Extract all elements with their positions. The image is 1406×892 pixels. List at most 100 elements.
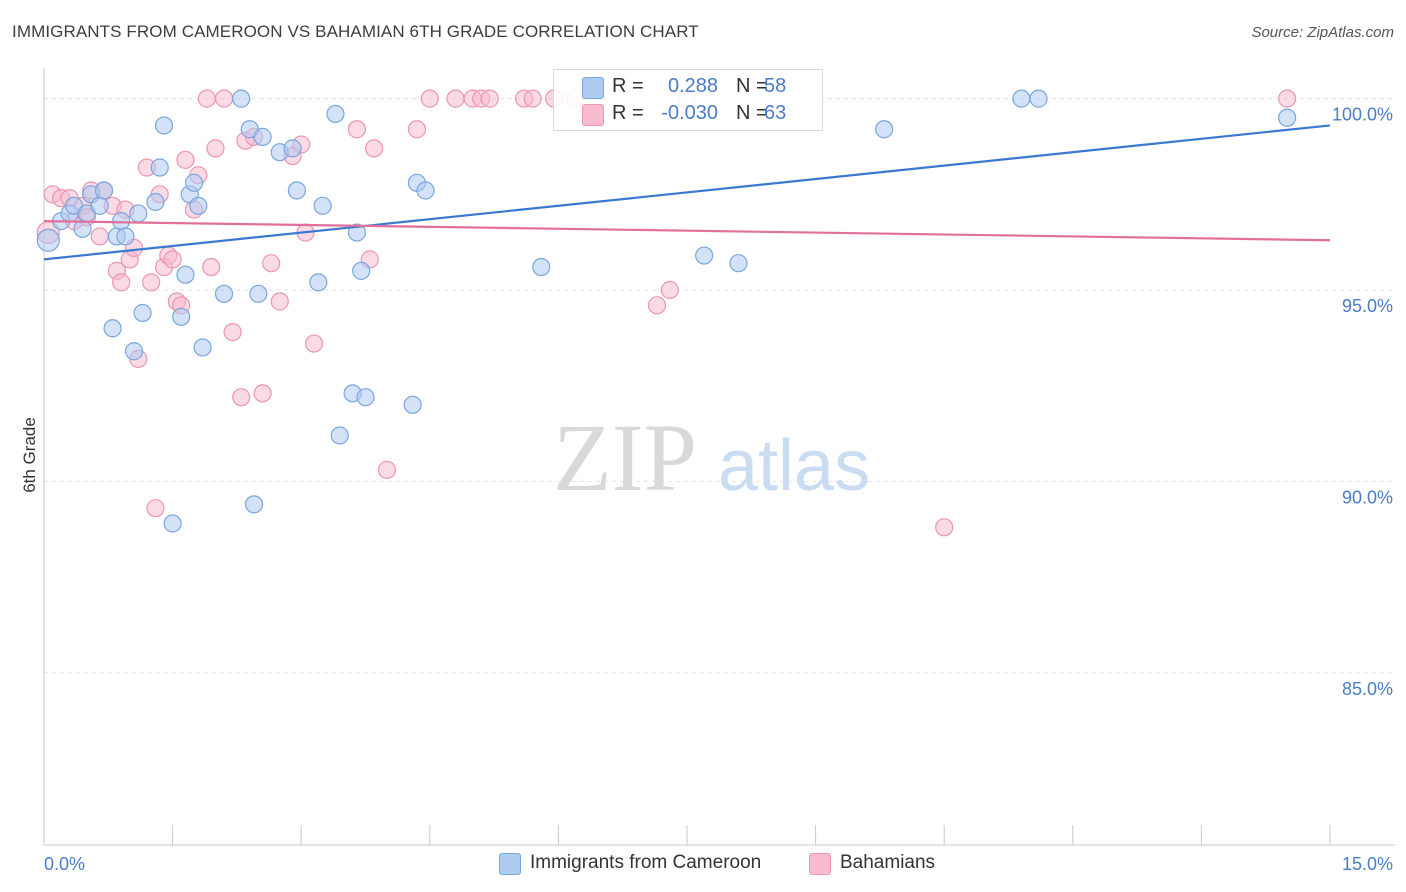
cameroon-point: [330, 426, 349, 445]
bahamians-point: [202, 257, 221, 277]
watermark-atlas: atlas: [718, 426, 870, 506]
cameroon-point: [124, 342, 144, 361]
cameroon-point: [154, 116, 174, 135]
cameroon-point: [163, 514, 182, 533]
bahamians-point: [480, 89, 499, 108]
source-label: Source: ZipAtlas.com: [1251, 24, 1394, 41]
bahamians-point: [407, 120, 427, 139]
y-axis-title: 6th Grade: [20, 417, 39, 493]
bahamians-point: [232, 388, 251, 407]
bahamians-point: [304, 334, 324, 353]
legend-n-label: N =: [736, 102, 768, 124]
cameroon-point: [695, 246, 714, 265]
bahamians-point: [446, 89, 465, 108]
y-tick-label: 100.0%: [1332, 105, 1393, 125]
bahamians-point: [197, 89, 216, 108]
series-swatch-bahamians: [809, 853, 831, 875]
cameroon-point: [729, 254, 748, 273]
y-tick-label: 95.0%: [1342, 296, 1393, 316]
chart-title: IMMIGRANTS FROM CAMEROON VS BAHAMIAN 6TH…: [12, 22, 699, 41]
cameroon-point: [146, 192, 165, 212]
cameroon-point: [1029, 89, 1048, 108]
cameroon-point: [133, 303, 152, 323]
tick-labels: 100.0% 95.0% 90.0% 85.0% 0.0% 15.0%: [44, 105, 1393, 874]
x-tick-label: 0.0%: [44, 854, 85, 874]
bahamians-point: [270, 292, 289, 311]
cameroon-point: [176, 265, 195, 284]
bahamians-point: [223, 323, 242, 342]
cameroon-point: [875, 120, 894, 139]
cameroon-point: [94, 181, 114, 200]
watermark: ZIP atlas: [553, 404, 870, 511]
legend-r-label: R =: [612, 75, 644, 97]
bahamians-point: [253, 384, 272, 403]
cameroon-point: [253, 127, 272, 146]
watermark-zip: ZIP: [553, 404, 697, 511]
cameroon-trendline: [43, 124, 1331, 261]
legend-n-label: N =: [736, 75, 768, 97]
series-swatch-cameroon: [499, 853, 521, 875]
cameroon-point: [232, 89, 251, 108]
cameroon-point: [283, 139, 302, 158]
bahamians-point: [364, 139, 384, 158]
cameroon-point: [347, 223, 367, 242]
cameroon-point: [313, 196, 332, 215]
legend-n-value: 63: [764, 102, 787, 124]
y-tick-label: 90.0%: [1342, 487, 1393, 507]
bahamians-point: [214, 89, 234, 108]
bahamians-point: [206, 139, 225, 158]
trendlines: [43, 124, 1331, 261]
legend-row-bahamians: R = -0.030 N = 63: [554, 100, 822, 128]
cameroon-point: [172, 307, 191, 326]
bahamians-point: [347, 120, 367, 139]
bahamians-point: [523, 89, 542, 108]
cameroon-point: [532, 257, 551, 277]
legend-r-label: R =: [612, 102, 644, 124]
legend-swatch-cameroon: [582, 77, 604, 99]
cameroon-point: [352, 261, 371, 280]
bahamians-point: [262, 254, 281, 273]
cameroon-point: [36, 228, 60, 252]
bahamians-point: [377, 460, 397, 479]
grid-lines: [44, 98, 1395, 674]
bahamians-point: [420, 89, 439, 108]
x-tick-label: 15.0%: [1342, 854, 1393, 874]
bahamians-point: [935, 518, 954, 537]
legend-n-value: 58: [764, 75, 787, 97]
cameroon-point: [214, 284, 234, 303]
cameroon-point: [103, 319, 122, 338]
series-legend: Immigrants from Cameroon Bahamians: [0, 852, 1406, 878]
cameroon-point: [90, 196, 109, 215]
bahamians-point: [112, 273, 131, 292]
bahamians-point: [90, 227, 109, 246]
series-label-cameroon: Immigrants from Cameroon: [530, 852, 762, 873]
correlation-legend: R = 0.288 N = 58 R = -0.030 N = 63: [553, 69, 823, 131]
bahamians-point: [660, 280, 679, 300]
cameroon-point: [416, 181, 435, 200]
cameroon-point: [189, 196, 208, 215]
bahamians-point: [142, 273, 161, 292]
cameroon-point: [244, 495, 264, 514]
cameroon-point: [116, 227, 135, 246]
cameroon-point: [150, 158, 169, 177]
legend-swatch-bahamians: [582, 104, 604, 126]
bahamians-trendline: [43, 220, 1331, 242]
y-tick-label: 85.0%: [1342, 679, 1393, 699]
bahamians-point: [176, 150, 195, 169]
cameroon-point: [326, 104, 345, 124]
bahamians-point: [163, 250, 182, 269]
bahamians-point: [1278, 89, 1297, 108]
cameroon-point: [403, 395, 422, 414]
legend-r-value: 0.288: [667, 75, 718, 97]
cameroon-point: [287, 181, 307, 200]
cameroon-point: [1278, 108, 1297, 127]
cameroon-points: [36, 89, 1297, 533]
axes: [43, 68, 1395, 846]
legend-r-value: -0.030: [661, 102, 718, 124]
cameroon-point: [1012, 89, 1031, 108]
series-label-bahamians: Bahamians: [840, 852, 936, 873]
cameroon-point: [193, 338, 212, 357]
cameroon-point: [356, 388, 375, 407]
bahamians-point: [647, 296, 667, 315]
